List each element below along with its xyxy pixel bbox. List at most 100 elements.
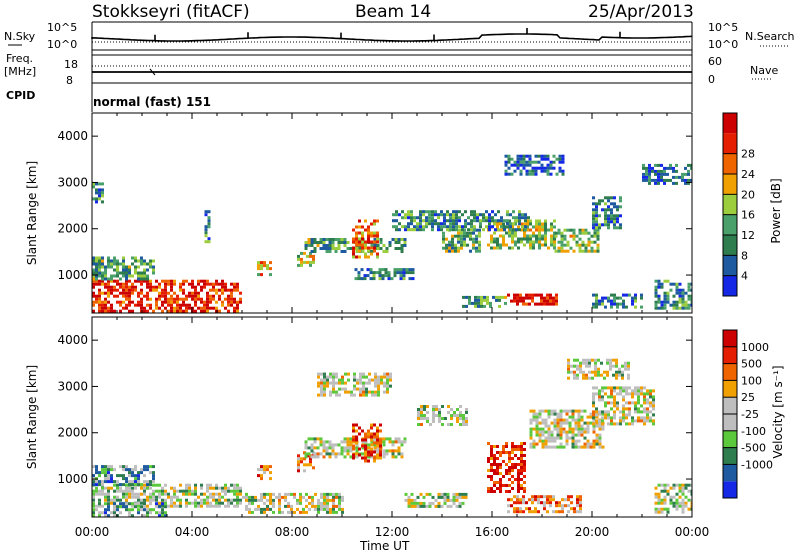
velocity-cell xyxy=(376,435,379,439)
velocity-cell xyxy=(627,373,630,377)
power-cell xyxy=(595,293,598,297)
velocity-cell xyxy=(218,504,221,508)
velocity-cell xyxy=(275,495,278,499)
power-cell xyxy=(473,225,476,229)
power-cell xyxy=(107,309,110,313)
power-cell xyxy=(134,279,137,283)
power-cell xyxy=(419,228,422,232)
velocity-colorbar-swatch xyxy=(723,481,737,498)
velocity-cell xyxy=(595,436,599,440)
velocity-cell xyxy=(272,510,275,514)
velocity-cell xyxy=(544,421,548,425)
power-cell xyxy=(666,178,669,182)
power-cell xyxy=(170,306,173,310)
velocity-cell xyxy=(104,514,107,517)
power-cell xyxy=(125,306,128,310)
velocity-cell xyxy=(137,498,140,502)
velocity-cell xyxy=(341,495,344,499)
velocity-cell xyxy=(134,477,137,481)
velocity-cell xyxy=(417,408,420,411)
velocity-cell xyxy=(452,498,456,502)
velocity-cell xyxy=(576,495,579,499)
velocity-cell xyxy=(622,407,625,411)
velocity-cell xyxy=(323,381,326,385)
velocity-cell xyxy=(293,492,296,496)
power-cell xyxy=(468,298,471,302)
power-region-9 xyxy=(462,295,507,308)
velocity-cell xyxy=(146,508,149,512)
velocity-cell xyxy=(158,501,161,505)
power-cell xyxy=(379,241,383,244)
power-cell xyxy=(304,247,308,250)
velocity-cell xyxy=(326,495,329,499)
velocity-cell xyxy=(269,465,272,469)
velocity-cell xyxy=(173,495,176,499)
velocity-cell xyxy=(355,443,359,447)
power-cell xyxy=(425,222,428,226)
velocity-cell xyxy=(370,450,373,454)
velocity-cell xyxy=(598,395,601,399)
power-cell xyxy=(503,225,506,229)
power-cell xyxy=(101,271,104,275)
velocity-cell xyxy=(188,501,191,505)
velocity-cell xyxy=(305,510,308,514)
power-cell xyxy=(678,294,682,298)
velocity-cell xyxy=(128,502,131,506)
velocity-cell xyxy=(107,468,110,472)
power-cell xyxy=(511,237,514,241)
velocity-cell xyxy=(119,486,122,490)
power-cell xyxy=(490,237,493,241)
velocity-cell xyxy=(612,364,615,368)
power-cell xyxy=(546,166,550,170)
velocity-cell xyxy=(517,463,520,466)
power-cell xyxy=(522,302,525,306)
velocity-cell xyxy=(182,492,185,496)
power-cell xyxy=(532,234,535,238)
velocity-cell xyxy=(370,435,373,439)
power-cell xyxy=(525,293,528,297)
velocity-cell xyxy=(209,504,212,508)
velocity-cell xyxy=(185,501,188,505)
velocity-cell xyxy=(646,413,649,417)
velocity-cell xyxy=(577,430,581,434)
velocity-cell xyxy=(155,505,158,509)
velocity-cell xyxy=(568,436,572,440)
velocity-cell xyxy=(297,460,300,464)
power-cell xyxy=(669,166,672,170)
power-cell xyxy=(663,178,666,182)
velocity-cell xyxy=(622,398,625,402)
velocity-cell xyxy=(420,405,423,408)
power-cell xyxy=(372,271,376,275)
power-cell xyxy=(419,213,422,217)
velocity-cell xyxy=(323,507,326,511)
power-cell xyxy=(382,244,386,247)
velocity-cell xyxy=(95,486,98,490)
power-cell xyxy=(493,246,496,250)
power-cell xyxy=(203,279,206,283)
power-cell xyxy=(640,293,643,297)
velocity-cell xyxy=(326,378,329,382)
power-cell xyxy=(553,246,556,250)
power-cell xyxy=(561,154,565,158)
power-cell xyxy=(531,169,535,173)
velocity-cell xyxy=(499,472,502,475)
power-cell xyxy=(107,279,110,283)
velocity-cell xyxy=(511,445,514,448)
velocity-cell xyxy=(212,495,215,499)
velocity-cell xyxy=(374,372,377,376)
velocity-cell xyxy=(323,492,326,496)
power-cell xyxy=(496,222,499,226)
power-cell xyxy=(381,274,385,278)
velocity-cell xyxy=(104,498,107,502)
velocity-cell xyxy=(194,489,197,493)
velocity-cell xyxy=(487,490,490,493)
power-cell xyxy=(419,225,422,229)
power-cell xyxy=(110,265,113,269)
velocity-cell xyxy=(499,487,502,490)
power-cell xyxy=(563,243,567,247)
velocity-cell xyxy=(574,439,578,443)
power-cell xyxy=(473,213,476,217)
power-cell xyxy=(495,298,498,302)
power-cell xyxy=(395,213,398,217)
power-cell xyxy=(101,303,104,307)
